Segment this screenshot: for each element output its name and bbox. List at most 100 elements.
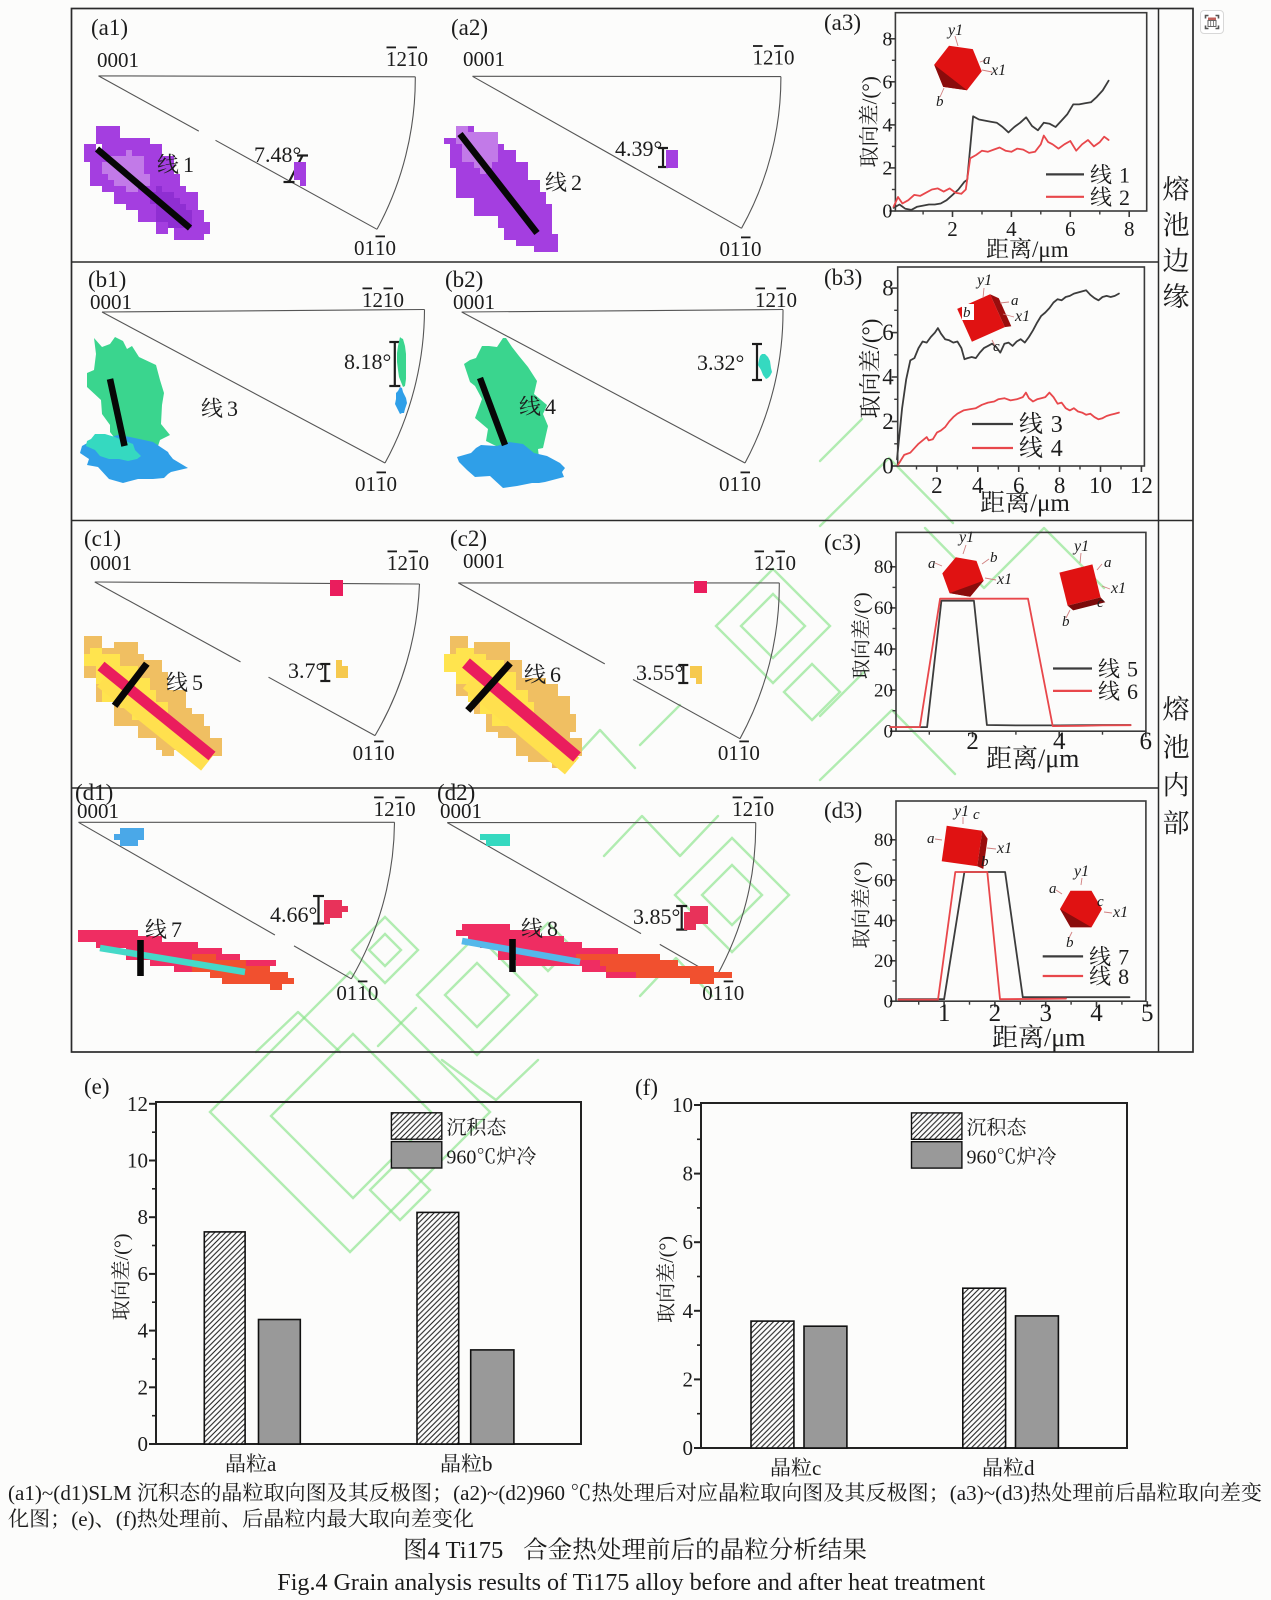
svg-text:(f): (f) bbox=[635, 1075, 658, 1100]
svg-text:0: 0 bbox=[419, 551, 430, 575]
svg-text:x1: x1 bbox=[996, 840, 1012, 857]
svg-text:/(°): /(°) bbox=[858, 319, 883, 350]
svg-text:1: 1 bbox=[1119, 162, 1130, 187]
svg-text:6: 6 bbox=[138, 1262, 149, 1286]
svg-text:(b1): (b1) bbox=[88, 267, 126, 292]
svg-text:(b3): (b3) bbox=[824, 265, 862, 290]
svg-text:2: 2 bbox=[138, 1375, 149, 1399]
svg-text:4: 4 bbox=[1090, 1000, 1103, 1027]
svg-text:1: 1 bbox=[374, 797, 385, 821]
svg-text:2: 2 bbox=[931, 473, 943, 498]
svg-text:1: 1 bbox=[723, 981, 734, 1005]
svg-text:0: 0 bbox=[884, 722, 894, 743]
svg-text:1: 1 bbox=[774, 46, 785, 70]
svg-text:3.32°: 3.32° bbox=[697, 350, 744, 375]
svg-text:3.7°: 3.7° bbox=[288, 658, 324, 683]
svg-text:1: 1 bbox=[407, 47, 418, 71]
svg-text:1: 1 bbox=[732, 797, 743, 821]
svg-text:1: 1 bbox=[755, 288, 766, 312]
svg-text:40: 40 bbox=[874, 639, 893, 660]
svg-text:4: 4 bbox=[972, 473, 984, 498]
svg-text:0: 0 bbox=[884, 992, 894, 1013]
svg-text:2: 2 bbox=[1119, 185, 1130, 210]
svg-text:1: 1 bbox=[753, 797, 764, 821]
svg-text:c: c bbox=[812, 1456, 821, 1480]
svg-text:/(°): /(°) bbox=[656, 1236, 678, 1263]
svg-text:0: 0 bbox=[394, 288, 405, 312]
svg-text:0: 0 bbox=[368, 981, 379, 1005]
svg-text:8: 8 bbox=[882, 28, 892, 50]
svg-text:2: 2 bbox=[763, 46, 774, 70]
svg-text:4: 4 bbox=[1006, 217, 1017, 241]
svg-text:6: 6 bbox=[1140, 728, 1153, 755]
svg-text:x1: x1 bbox=[996, 571, 1012, 588]
svg-text:7.48°: 7.48° bbox=[254, 142, 301, 167]
svg-text:0001: 0001 bbox=[97, 48, 139, 72]
svg-text:/μm: /μm bbox=[1044, 1023, 1085, 1052]
svg-text:10: 10 bbox=[1089, 473, 1112, 498]
svg-text:y1: y1 bbox=[946, 22, 963, 39]
svg-text:0001: 0001 bbox=[463, 47, 505, 71]
svg-text:4: 4 bbox=[138, 1319, 149, 1343]
svg-text:/(°): /(°) bbox=[851, 862, 873, 889]
svg-text:2: 2 bbox=[384, 797, 395, 821]
svg-text:0: 0 bbox=[751, 472, 762, 496]
svg-text:6: 6 bbox=[1013, 473, 1025, 498]
svg-text:6: 6 bbox=[1065, 217, 1076, 241]
svg-text:a: a bbox=[1049, 881, 1057, 897]
svg-text:0: 0 bbox=[787, 288, 798, 312]
svg-text:0: 0 bbox=[354, 236, 365, 260]
svg-text:0: 0 bbox=[882, 454, 894, 479]
svg-text:10: 10 bbox=[672, 1093, 693, 1117]
svg-text:6: 6 bbox=[550, 662, 561, 687]
svg-text:0: 0 bbox=[405, 797, 416, 821]
svg-text:3.85°: 3.85° bbox=[633, 904, 680, 929]
svg-text:3: 3 bbox=[227, 396, 238, 421]
svg-text:960: 960 bbox=[446, 1146, 476, 1168]
svg-text:12: 12 bbox=[1130, 473, 1153, 498]
svg-text:(e): (e) bbox=[71, 1507, 94, 1531]
svg-text:a: a bbox=[267, 1452, 277, 1476]
svg-text:(c2): (c2) bbox=[450, 526, 487, 551]
svg-text:/μm: /μm bbox=[1030, 490, 1070, 517]
svg-text:1: 1 bbox=[374, 741, 385, 765]
svg-text:/(°): /(°) bbox=[111, 1234, 133, 1261]
svg-text:0: 0 bbox=[138, 1432, 149, 1456]
svg-text:3.55°: 3.55° bbox=[636, 660, 683, 685]
svg-text:0: 0 bbox=[749, 741, 760, 765]
svg-text:1: 1 bbox=[375, 236, 386, 260]
svg-text:60: 60 bbox=[874, 598, 893, 619]
svg-text:a: a bbox=[928, 556, 936, 572]
svg-text:60: 60 bbox=[874, 870, 893, 891]
svg-text:2: 2 bbox=[373, 288, 384, 312]
svg-text:y1: y1 bbox=[1072, 863, 1089, 880]
svg-text:5: 5 bbox=[1127, 657, 1138, 682]
svg-text:b: b bbox=[981, 854, 989, 870]
svg-text:(d1): (d1) bbox=[75, 780, 113, 805]
svg-text:10: 10 bbox=[127, 1149, 148, 1173]
svg-text:0: 0 bbox=[355, 472, 366, 496]
svg-text:0: 0 bbox=[418, 47, 429, 71]
svg-text:x1: x1 bbox=[990, 62, 1006, 79]
svg-text:8: 8 bbox=[882, 276, 894, 301]
svg-text:(c3): (c3) bbox=[824, 530, 861, 555]
svg-text:7: 7 bbox=[171, 917, 182, 942]
svg-text:4: 4 bbox=[882, 115, 892, 137]
svg-text:(a2): (a2) bbox=[451, 15, 488, 40]
svg-text:1: 1 bbox=[365, 236, 376, 260]
svg-text:0: 0 bbox=[720, 237, 731, 261]
svg-text:4: 4 bbox=[1051, 436, 1063, 462]
svg-text:y1: y1 bbox=[1072, 538, 1089, 555]
svg-text:960: 960 bbox=[967, 1146, 997, 1168]
svg-text:(c1): (c1) bbox=[84, 526, 121, 551]
svg-text:8: 8 bbox=[138, 1205, 149, 1229]
svg-text:0: 0 bbox=[764, 797, 775, 821]
svg-text:0: 0 bbox=[683, 1436, 694, 1460]
svg-text:80: 80 bbox=[874, 830, 893, 851]
svg-text:1: 1 bbox=[408, 551, 419, 575]
svg-text:0: 0 bbox=[387, 472, 398, 496]
svg-text:2: 2 bbox=[966, 728, 979, 755]
svg-text:1: 1 bbox=[713, 981, 724, 1005]
svg-text:c: c bbox=[1097, 595, 1104, 611]
svg-text:(f): (f) bbox=[116, 1507, 137, 1531]
